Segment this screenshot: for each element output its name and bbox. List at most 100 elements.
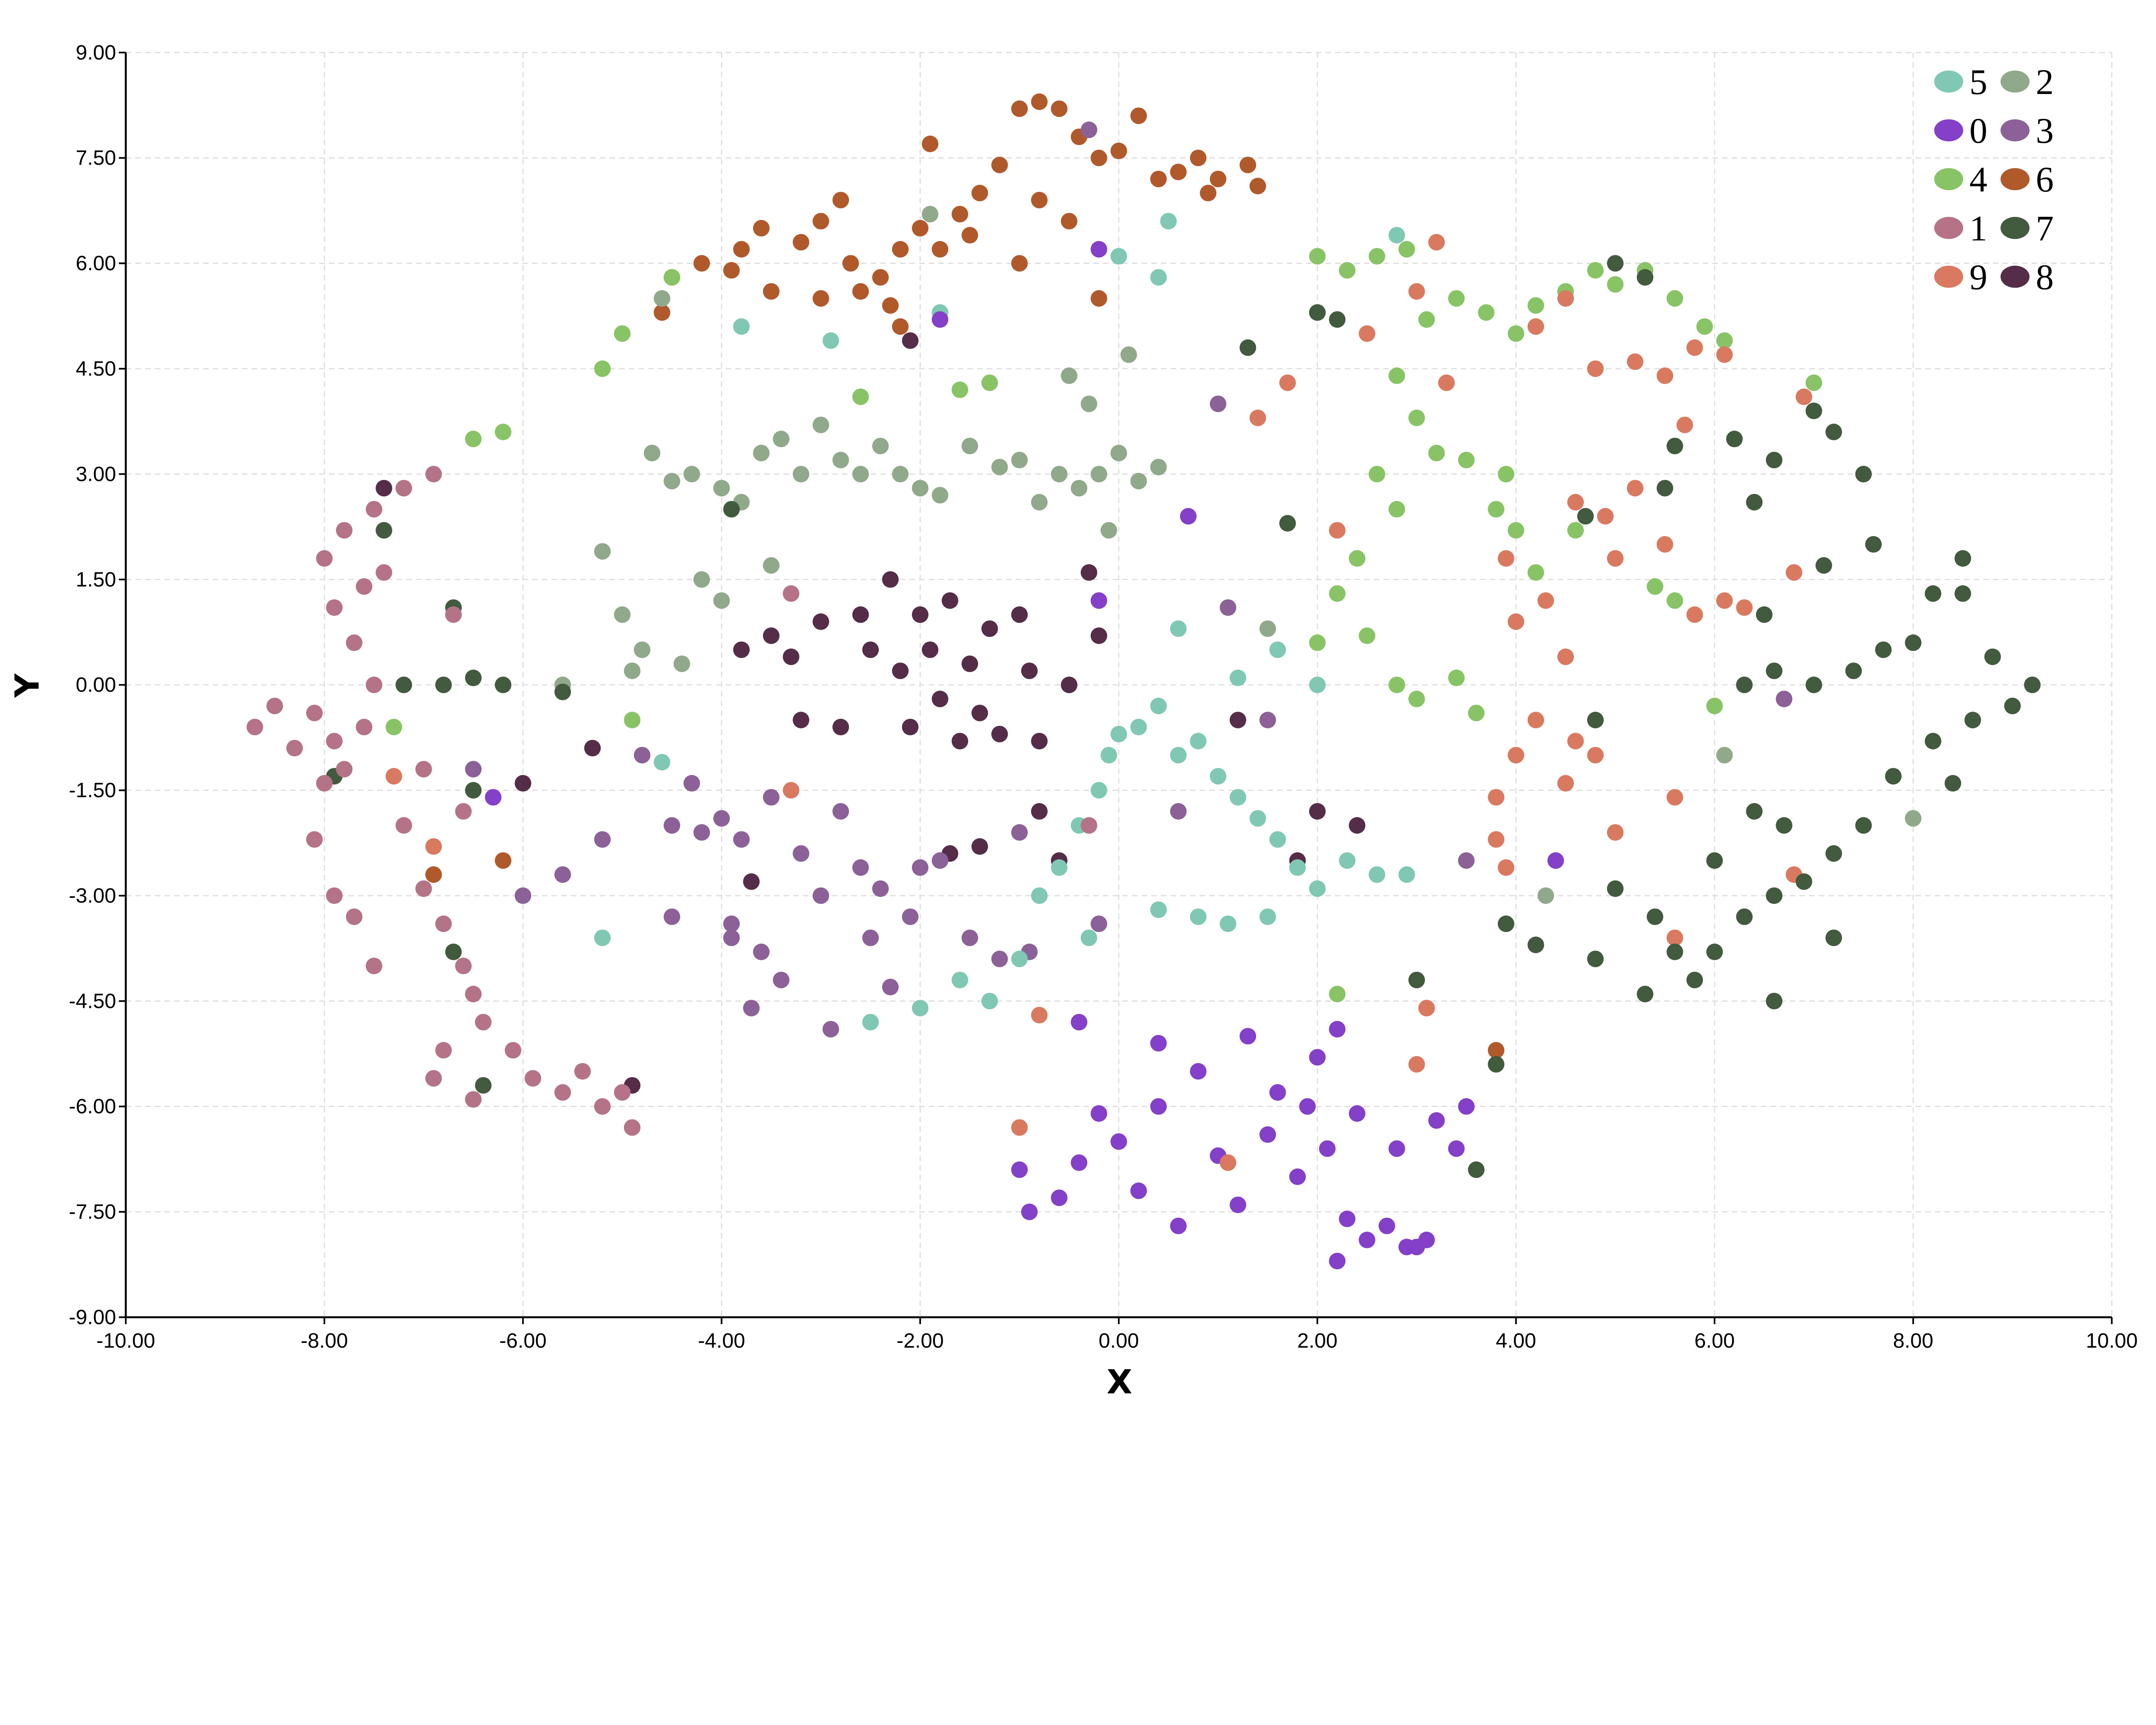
point-cluster-3 [723, 915, 740, 932]
point-cluster-8 [1061, 676, 1078, 693]
y-tick-label: 9.00 [76, 41, 116, 64]
point-cluster-3 [793, 845, 809, 862]
x-tick-label: -2.00 [896, 1329, 944, 1352]
point-cluster-4 [1527, 297, 1544, 314]
point-cluster-4 [1398, 241, 1415, 258]
point-cluster-4 [385, 718, 402, 736]
point-cluster-8 [902, 718, 919, 736]
point-cluster-5 [1190, 733, 1207, 750]
point-cluster-6 [1488, 1042, 1504, 1059]
point-cluster-6 [971, 185, 988, 201]
y-tick-label: -6.00 [69, 1095, 116, 1118]
y-tick-label: -1.50 [69, 779, 116, 802]
point-cluster-3 [664, 817, 680, 834]
point-cluster-4 [1338, 262, 1356, 279]
point-cluster-2 [713, 592, 730, 609]
point-cluster-0 [1150, 1035, 1167, 1052]
point-cluster-4 [1388, 501, 1405, 518]
point-cluster-0 [1458, 1098, 1475, 1115]
point-cluster-2 [931, 487, 949, 504]
point-cluster-6 [1200, 185, 1217, 201]
point-cluster-4 [1587, 262, 1604, 279]
point-cluster-0 [1091, 1105, 1107, 1122]
point-cluster-3 [1259, 712, 1276, 728]
point-cluster-9 [1279, 374, 1296, 391]
point-cluster-7 [1607, 255, 1624, 272]
point-cluster-2 [693, 571, 710, 588]
point-cluster-0 [1021, 1203, 1038, 1220]
point-cluster-2 [713, 480, 730, 497]
point-cluster-6 [1011, 255, 1028, 272]
point-cluster-2 [643, 445, 661, 461]
point-cluster-7 [2024, 676, 2041, 693]
point-cluster-7 [1527, 936, 1544, 953]
point-cluster-9 [1716, 346, 1733, 363]
point-cluster-7 [1756, 606, 1773, 623]
legend-marker-7 [2000, 216, 2030, 239]
point-cluster-2 [1259, 620, 1276, 637]
point-cluster-7 [1636, 985, 1654, 1003]
point-cluster-4 [664, 269, 680, 286]
point-cluster-6 [1051, 100, 1068, 117]
point-cluster-9 [1567, 494, 1584, 511]
point-cluster-3 [773, 972, 790, 988]
point-cluster-3 [465, 761, 482, 778]
point-cluster-4 [1359, 627, 1376, 644]
point-cluster-5 [1160, 213, 1177, 230]
x-tick-label: 6.00 [1695, 1329, 1735, 1352]
x-tick-label: 4.00 [1496, 1329, 1536, 1352]
point-cluster-3 [1170, 803, 1187, 820]
point-cluster-2 [872, 437, 889, 455]
point-cluster-4 [1408, 690, 1425, 707]
point-cluster-7 [1885, 768, 1902, 785]
point-cluster-7 [1924, 585, 1942, 602]
legend: 5 2 0 3 4 6 1 7 9 8 [1934, 63, 2054, 298]
point-cluster-6 [1031, 191, 1048, 209]
point-cluster-1 [475, 1013, 492, 1031]
point-cluster-2 [633, 641, 651, 658]
point-cluster-7 [1636, 269, 1654, 286]
point-cluster-7 [1726, 430, 1743, 448]
point-cluster-9 [1557, 290, 1574, 307]
point-cluster-2 [832, 452, 849, 469]
legend-label-5: 5 [1969, 63, 1987, 102]
point-cluster-9 [1626, 480, 1644, 497]
point-cluster-7 [554, 684, 571, 700]
point-cluster-0 [1388, 1140, 1405, 1157]
point-cluster-3 [753, 944, 770, 960]
point-cluster-7 [1279, 515, 1296, 532]
point-cluster-0 [1239, 1028, 1257, 1045]
point-cluster-5 [1259, 908, 1276, 925]
point-cluster-4 [1309, 634, 1326, 651]
point-cluster-7 [1766, 662, 1783, 679]
point-cluster-9 [1527, 318, 1544, 335]
point-cluster-1 [376, 564, 392, 581]
point-cluster-6 [812, 213, 829, 230]
point-cluster-6 [961, 227, 978, 244]
point-cluster-3 [514, 887, 532, 904]
point-cluster-2 [1091, 466, 1107, 483]
point-cluster-7 [1855, 817, 1872, 834]
point-cluster-5 [1229, 789, 1247, 806]
point-cluster-8 [981, 620, 998, 637]
point-cluster-2 [1051, 466, 1068, 483]
point-cluster-8 [514, 775, 532, 792]
point-cluster-7 [1646, 908, 1664, 925]
point-cluster-5 [1249, 810, 1266, 827]
point-cluster-6 [832, 191, 849, 209]
point-cluster-9 [1626, 353, 1644, 370]
point-cluster-4 [1428, 445, 1445, 461]
point-cluster-0 [1319, 1140, 1336, 1157]
point-cluster-2 [1071, 480, 1087, 497]
point-cluster-7 [376, 522, 392, 539]
point-cluster-6 [912, 220, 929, 237]
point-cluster-3 [1210, 395, 1227, 412]
point-cluster-0 [1379, 1217, 1395, 1234]
point-cluster-4 [1666, 290, 1683, 307]
point-cluster-5 [653, 754, 671, 771]
point-cluster-4 [1418, 311, 1435, 328]
point-cluster-1 [316, 775, 333, 792]
point-cluster-2 [892, 466, 909, 483]
point-cluster-4 [1408, 409, 1425, 427]
point-cluster-5 [1269, 831, 1286, 848]
